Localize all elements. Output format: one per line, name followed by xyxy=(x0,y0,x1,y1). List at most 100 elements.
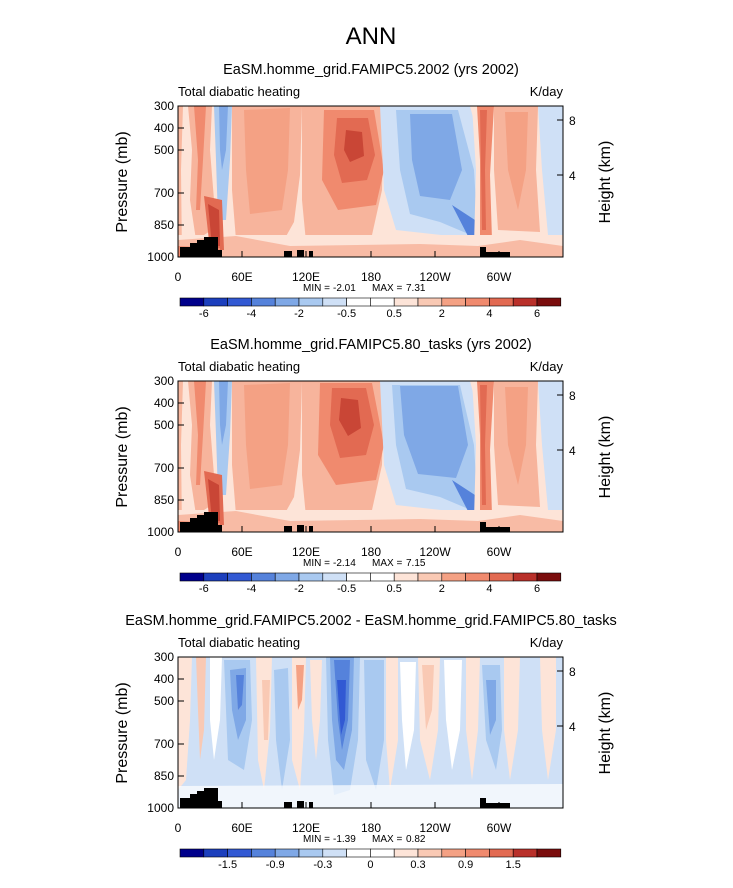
y-tick-label: 700 xyxy=(154,186,174,200)
colorbar-swatch xyxy=(298,572,324,582)
heatmap-plot-area xyxy=(178,106,563,257)
colorbar: -1.5 -0.9 -0.3 0 0.3 0.9 1.5 xyxy=(179,848,562,871)
y2-axis-title: Height (km) xyxy=(597,692,614,775)
topography-mask xyxy=(180,788,222,808)
colorbar-label: 1.5 xyxy=(506,859,521,871)
colorbar: -6 -4 -2 -0.5 0.5 2 4 6 xyxy=(179,297,562,320)
min-max-readout: MIN = -2.14 MAX = 7.15 xyxy=(303,558,426,569)
x-tick-label: 60E xyxy=(231,545,252,559)
panel-3: EaSM.homme_grid.FAMIPC5.2002 - EaSM.homm… xyxy=(114,613,617,871)
y-tick-label: 850 xyxy=(154,493,174,507)
colorbar-label: -4 xyxy=(247,583,257,595)
panel-title: EaSM.homme_grid.FAMIPC5.2002 - EaSM.homm… xyxy=(125,613,617,629)
x-tick-label: 0 xyxy=(175,545,182,559)
colorbar-label: 4 xyxy=(486,308,492,320)
heatmap-contour xyxy=(422,665,434,730)
colorbar-swatch xyxy=(298,297,324,307)
x-tick-label: 60W xyxy=(487,545,512,559)
heatmap-contour xyxy=(444,660,462,770)
topography-mask xyxy=(480,522,510,532)
y2-axis-title: Height (km) xyxy=(597,416,614,499)
y-tick-label: 400 xyxy=(154,672,174,686)
y-tick-label: 400 xyxy=(154,396,174,410)
heatmap-contour xyxy=(236,675,244,710)
heatmap-contour xyxy=(178,106,183,257)
y2-axis-title: Height (km) xyxy=(597,141,614,224)
heatmap-contour xyxy=(337,680,346,735)
min-value: -1.39 xyxy=(333,834,356,845)
colorbar-label: 0 xyxy=(367,859,373,871)
x-tick-label: 60E xyxy=(231,270,252,284)
heatmap-contour xyxy=(505,387,528,485)
min-max-readout: MIN = -1.39 MAX = 0.82 xyxy=(303,834,426,845)
longitude-axis: 0 60E 120E 180 120W 60W xyxy=(175,526,512,559)
colorbar-swatch xyxy=(536,572,562,582)
colorbar-swatch xyxy=(417,297,443,307)
colorbar-swatch xyxy=(346,297,371,307)
colorbar-swatch xyxy=(512,297,538,307)
colorbar-swatch xyxy=(274,297,300,307)
heatmap-contour xyxy=(480,385,487,505)
panel-units-label: K/day xyxy=(530,84,564,99)
y-axis-title: Pressure (mb) xyxy=(114,131,131,232)
heatmap-contour xyxy=(210,657,222,760)
y-tick-label: 1000 xyxy=(147,525,174,539)
x-tick-label: 180 xyxy=(361,545,381,559)
y2-tick-label: 4 xyxy=(569,169,576,183)
max-label: MAX = xyxy=(372,834,402,845)
colorbar-label: -0.5 xyxy=(337,583,356,595)
colorbar-swatch xyxy=(179,297,205,307)
colorbar-swatch xyxy=(417,572,443,582)
colorbar-swatch xyxy=(298,848,324,858)
max-value: 7.31 xyxy=(406,283,426,294)
colorbar-swatch xyxy=(441,297,466,307)
x-tick-label: 0 xyxy=(175,821,182,835)
y-tick-label: 700 xyxy=(154,461,174,475)
colorbar-swatch xyxy=(370,572,395,582)
y-tick-label: 500 xyxy=(154,694,174,708)
heatmap-contour xyxy=(466,657,480,780)
x-tick-label: 60W xyxy=(487,270,512,284)
heatmap-contour xyxy=(410,114,462,200)
colorbar-swatch xyxy=(370,848,395,858)
panel-title: EaSM.homme_grid.FAMIPC5.2002 (yrs 2002) xyxy=(223,62,519,78)
x-tick-label: 120W xyxy=(419,821,451,835)
y2-tick-label: 8 xyxy=(569,114,576,128)
colorbar-label: 2 xyxy=(439,583,445,595)
y-tick-label: 700 xyxy=(154,737,174,751)
colorbar-label: -0.5 xyxy=(337,308,356,320)
colorbar-swatch xyxy=(441,572,466,582)
topography-mask xyxy=(284,801,313,808)
y-tick-label: 300 xyxy=(154,99,174,113)
colorbar-label: -0.9 xyxy=(266,859,285,871)
colorbar-swatch xyxy=(203,848,228,858)
colorbar-label: -4 xyxy=(247,308,257,320)
colorbar-swatch xyxy=(203,572,228,582)
topography-mask xyxy=(480,247,510,257)
max-value: 7.15 xyxy=(406,558,426,569)
colorbar-label: -6 xyxy=(199,583,209,595)
colorbar-label: 0.3 xyxy=(410,859,425,871)
heatmap-contour xyxy=(540,657,556,780)
topography-mask xyxy=(284,525,313,532)
colorbar-label: -2 xyxy=(294,583,304,595)
colorbar-swatch xyxy=(251,297,276,307)
heatmap-contour xyxy=(208,204,220,246)
colorbar-swatch xyxy=(536,297,562,307)
colorbar-label: 6 xyxy=(534,583,540,595)
colorbar-swatch xyxy=(465,848,490,858)
heatmap-contour xyxy=(274,668,290,790)
colorbar-swatch xyxy=(512,848,538,858)
y2-tick-label: 8 xyxy=(569,665,576,679)
colorbar-label: 0.9 xyxy=(458,859,473,871)
pressure-axis: 300 400 500 700 850 1000 Pressure (mb) xyxy=(114,374,184,539)
colorbar-swatch xyxy=(536,848,562,858)
longitude-axis: 0 60E 120E 180 120W 60W xyxy=(175,802,512,835)
heatmap-contour xyxy=(505,112,528,210)
heatmap-plot-area xyxy=(178,381,563,532)
colorbar-swatch xyxy=(489,572,514,582)
colorbar-swatch xyxy=(274,848,300,858)
panel-1: EaSM.homme_grid.FAMIPC5.2002 (yrs 2002) … xyxy=(114,62,614,320)
colorbar-swatch xyxy=(227,297,252,307)
